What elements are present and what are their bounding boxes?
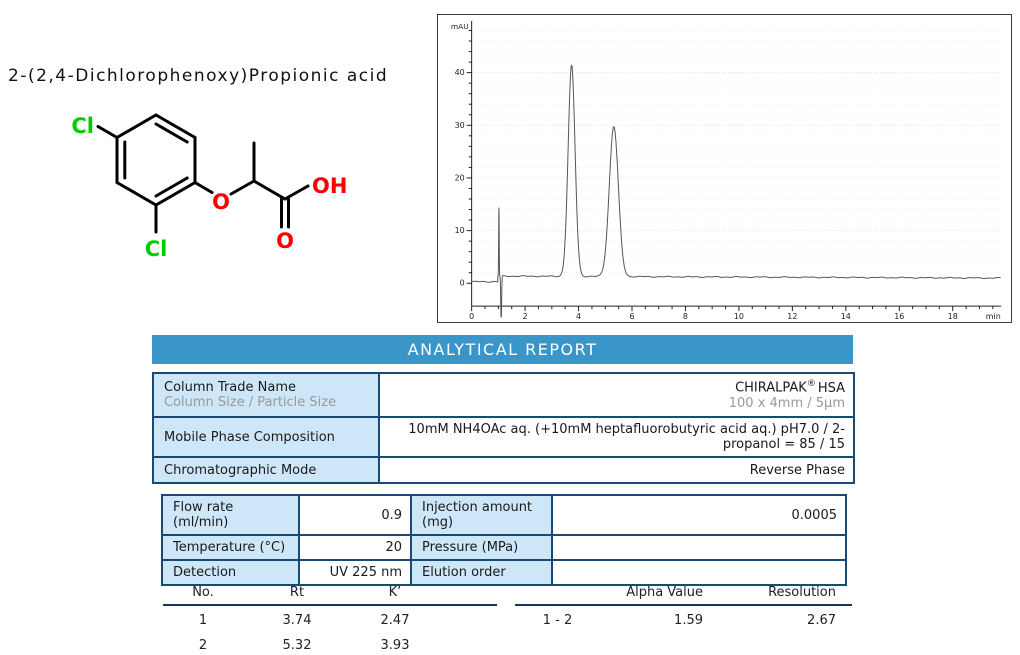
registered-trademark: ®: [806, 379, 816, 390]
svg-text:min: min: [986, 312, 1001, 321]
injection-amount-label: Injection amount (mg): [410, 494, 553, 536]
svg-text:12: 12: [787, 312, 797, 321]
svg-text:8: 8: [683, 312, 688, 321]
flow-rate-value: 0.9: [298, 494, 412, 536]
no-header: No.: [192, 585, 214, 600]
results-row: 1 3.74 2.47: [163, 608, 497, 633]
column-trade-name-value-cell: CHIRALPAK® HSA 100 x 4mm / 5µm: [378, 372, 855, 418]
svg-text:2: 2: [523, 312, 528, 321]
svg-text:0: 0: [460, 279, 465, 288]
column-trade-name-value: CHIRALPAK® HSA: [735, 379, 845, 396]
benzene-ring: [115, 113, 197, 207]
peak-kprime: 3.93: [380, 638, 410, 653]
column-trade-name-label-cell: Column Trade Name Column Size / Particle…: [152, 372, 380, 418]
c-cl-bond: [96, 125, 119, 139]
rt-header: Rt: [289, 585, 305, 600]
results-row: 1 - 2 1.59 2.67: [515, 608, 852, 633]
chromatogram-plot: 0 10 20 30 40 mAU 0 2 4 6 8 10 12 14 16 18 min: [451, 20, 1002, 321]
mobile-phase-label: Mobile Phase Composition: [152, 416, 380, 458]
pressure-value: [551, 534, 847, 561]
results-left-header-row: No. Rt K’: [163, 583, 497, 602]
column-size-label: Column Size / Particle Size: [164, 395, 337, 410]
resolution-value: 2.67: [807, 613, 836, 628]
column-trade-name-label: Column Trade Name: [164, 380, 296, 395]
report-header: ANALYTICAL REPORT: [152, 335, 853, 364]
compound-title: 2-(2,4-Dichlorophenoxy)Propionic acid: [8, 66, 389, 86]
detection-value: UV 225 nm: [298, 559, 412, 586]
c-c-bond: [252, 179, 287, 201]
alpha-value-header: Alpha Value: [626, 585, 703, 600]
chlorine-label-bottom: Cl: [145, 237, 168, 261]
kprime-header: K’: [388, 585, 402, 600]
peak-rt: 5.32: [282, 638, 312, 653]
peak-pair: 1 - 2: [542, 613, 573, 628]
hydroxyl-label: OH: [312, 174, 347, 198]
pressure-label: Pressure (MPa): [410, 534, 553, 561]
svg-text:40: 40: [455, 68, 465, 77]
header-underline: [163, 604, 497, 606]
resolution-header: Resolution: [768, 585, 836, 600]
svg-text:20: 20: [455, 173, 465, 182]
results-table-right: Alpha Value Resolution 1 - 2 1.59 2.67: [515, 583, 852, 633]
o-c-bond: [229, 179, 256, 196]
detection-label: Detection: [161, 559, 300, 586]
double-bond: [154, 176, 189, 198]
mobile-phase-value: 10mM NH4OAc aq. (+10mM heptafluorobutyri…: [378, 416, 855, 458]
results-table-left: No. Rt K’ 1 3.74 2.47 2 5.32 3.93: [163, 583, 497, 655]
temperature-label: Temperature (°C): [161, 534, 300, 561]
alpha-value: 1.59: [674, 613, 703, 628]
results-row: 2 5.32 3.93: [163, 633, 497, 655]
svg-text:16: 16: [894, 312, 904, 321]
column-info-table: Column Trade Name Column Size / Particle…: [152, 372, 855, 484]
chromatogram-panel: 0 10 20 30 40 mAU 0 2 4 6 8 10 12 14 16 18 min: [437, 14, 1012, 323]
svg-text:10: 10: [734, 312, 744, 321]
c-o-bond: [193, 181, 214, 194]
peak-no: 2: [198, 638, 208, 653]
ether-oxygen-label: O: [212, 190, 230, 214]
injection-amount-value: 0.0005: [551, 494, 847, 536]
double-bond: [154, 122, 189, 144]
svg-text:6: 6: [629, 312, 634, 321]
peak-no: 1: [198, 613, 208, 628]
svg-text:18: 18: [948, 312, 958, 321]
molecule-structure: Cl Cl O O OH: [52, 96, 362, 286]
carbonyl-oxygen-label: O: [276, 229, 294, 253]
svg-text:30: 30: [455, 121, 465, 130]
flow-rate-label: Flow rate (ml/min): [161, 494, 300, 536]
c-oh-bond: [283, 184, 310, 201]
chromatographic-mode-value: Reverse Phase: [378, 456, 855, 484]
structure-drawing: Cl Cl O O OH: [71, 113, 347, 261]
column-size-value: 100 x 4mm / 5µm: [728, 395, 845, 411]
chromatographic-mode-label: Chromatographic Mode: [152, 456, 380, 484]
svg-text:4: 4: [576, 312, 581, 321]
peak-kprime: 2.47: [380, 613, 410, 628]
svg-text:14: 14: [841, 312, 851, 321]
svg-text:0: 0: [469, 312, 474, 321]
elution-order-label: Elution order: [410, 559, 553, 586]
elution-order-value: [551, 559, 847, 586]
chlorine-label-top: Cl: [71, 114, 94, 138]
header-underline: [515, 604, 852, 606]
temperature-value: 20: [298, 534, 412, 561]
svg-text:10: 10: [455, 226, 465, 235]
svg-text:mAU: mAU: [451, 22, 469, 31]
peak-rt: 3.74: [282, 613, 312, 628]
results-right-header-row: Alpha Value Resolution: [515, 583, 852, 602]
conditions-table: Flow rate (ml/min) 0.9 Injection amount …: [161, 494, 847, 586]
